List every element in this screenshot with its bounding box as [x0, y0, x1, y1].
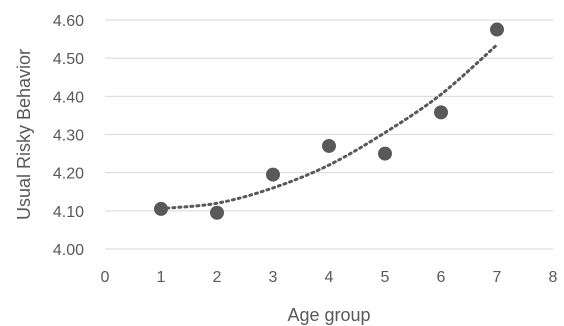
data-point	[490, 22, 504, 37]
x-tick-label: 8	[549, 269, 558, 286]
y-tick-label: 4.20	[53, 166, 84, 183]
x-axis-title: Age group	[287, 305, 370, 325]
x-tick-label: 1	[157, 269, 166, 286]
data-point	[378, 146, 392, 161]
x-tick-label: 4	[325, 269, 334, 286]
y-tick-label: 4.00	[53, 242, 84, 259]
trend-line	[159, 43, 499, 211]
grid-lines	[105, 19, 553, 250]
x-tick-label: 6	[437, 269, 446, 286]
y-tick-label: 4.60	[53, 13, 84, 30]
x-tick-label: 2	[213, 269, 222, 286]
y-axis-tick-labels: 4.00 4.10 4.20 4.30 4.40 4.50 4.60	[53, 13, 84, 259]
y-axis-title: Usual Risky Behavior	[14, 49, 34, 220]
data-point	[322, 138, 336, 153]
x-tick-label: 3	[269, 269, 278, 286]
y-tick-label: 4.40	[53, 89, 84, 106]
y-tick-label: 4.10	[53, 204, 84, 221]
data-point	[210, 205, 224, 220]
x-tick-label: 0	[101, 269, 110, 286]
y-tick-label: 4.50	[53, 51, 84, 68]
data-point	[266, 167, 280, 182]
x-axis-tick-labels: 0 1 2 3 4 5 6 7 8	[101, 269, 558, 286]
data-point	[434, 105, 448, 120]
data-points	[154, 22, 504, 220]
data-point	[154, 201, 168, 216]
y-tick-label: 4.30	[53, 128, 84, 145]
x-tick-label: 5	[381, 269, 390, 286]
x-tick-label: 7	[493, 269, 502, 286]
